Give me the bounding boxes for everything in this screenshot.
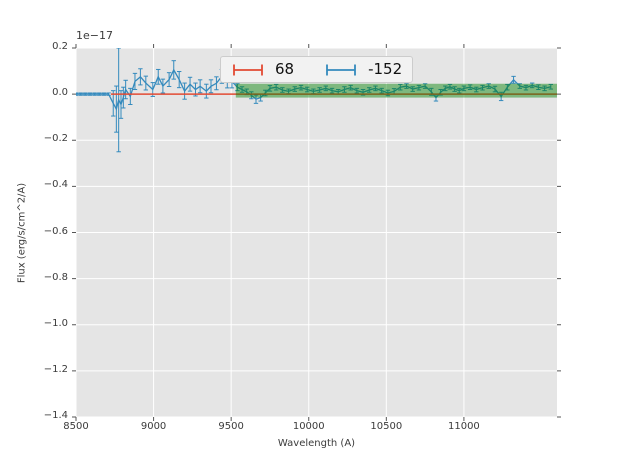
y-tick-label: −1.4: [43, 410, 68, 421]
legend: 68 -152: [220, 56, 413, 83]
y-tick-label: −0.6: [43, 225, 68, 237]
y-tick-label: −1.2: [43, 363, 68, 375]
x-tick-label: 10500: [370, 421, 403, 432]
y-tick-label: −1.0: [43, 317, 68, 329]
tick-marks: [72, 44, 561, 421]
x-tick-label: 8500: [63, 421, 89, 432]
legend-entry--152: -152: [324, 62, 402, 78]
plot-series: [76, 48, 557, 153]
legend-label: 68: [275, 60, 295, 78]
y-tick-label: −0.2: [43, 133, 68, 145]
series--152: [76, 48, 553, 153]
series-overlap-band: [235, 83, 557, 98]
y-tick-label: −0.4: [43, 179, 68, 191]
y-tick-label: −0.8: [43, 271, 68, 283]
x-tick-label: 9000: [140, 421, 167, 432]
x-tick-label: 9500: [218, 421, 244, 432]
y-tick-label: 0.2: [52, 41, 68, 52]
x-axis-label: Wavelength (A): [277, 438, 356, 449]
errorbar-icon: [233, 64, 263, 75]
x-tick-label: 10000: [292, 421, 325, 432]
errorbar-icon: [326, 64, 356, 75]
legend-entry-68: 68: [231, 62, 294, 78]
legend-label: -152: [368, 60, 403, 78]
y-axis-offset-text: 1e−17: [76, 29, 113, 42]
x-tick-label: 11000: [447, 421, 480, 432]
y-tick-label: 0.0: [52, 87, 68, 99]
